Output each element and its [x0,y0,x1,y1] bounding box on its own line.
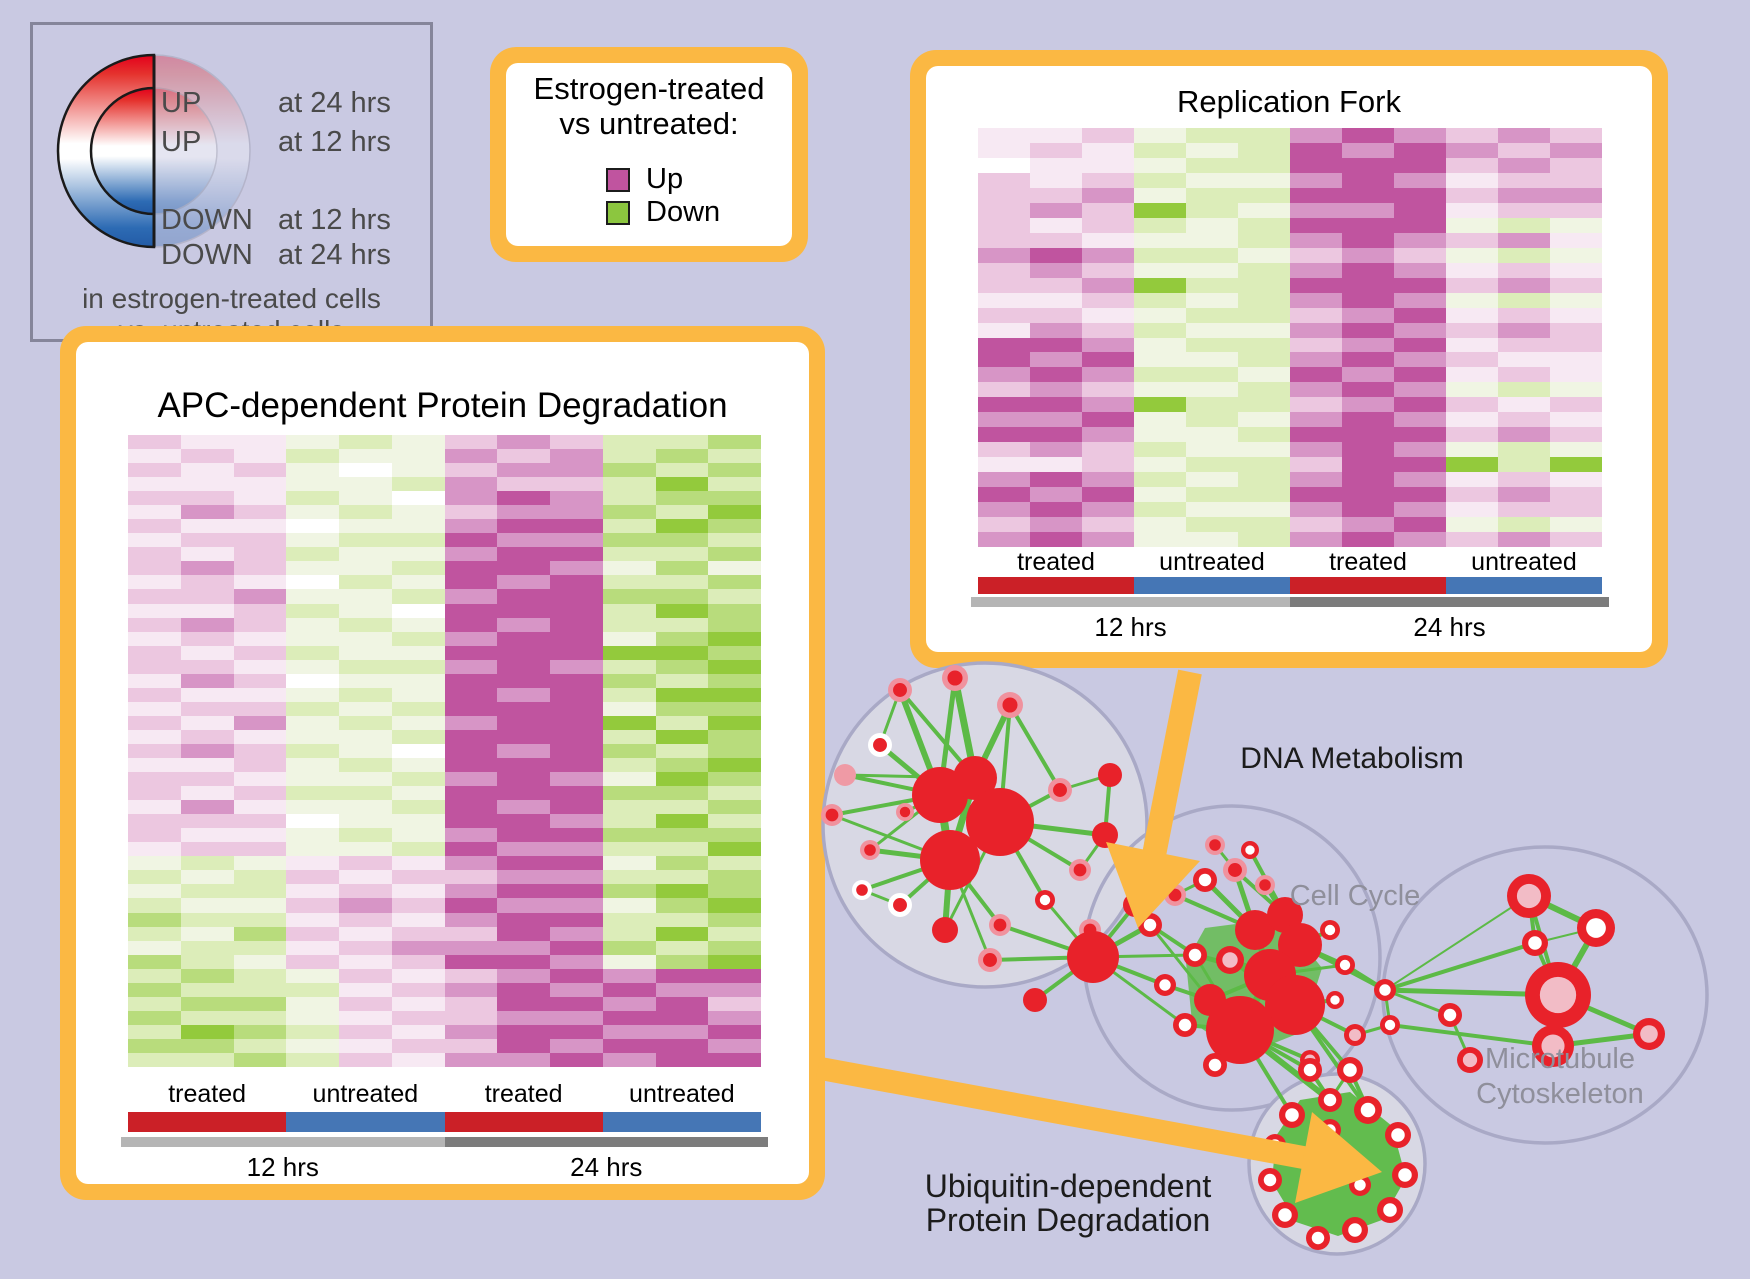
replication-fork-panel-body: Replication Fork treated untreated treat… [926,66,1652,652]
updown-circle-diagram [56,53,251,249]
down-color-swatch [606,200,630,225]
apc-time-labels: 12 hrs 24 hrs [121,1152,768,1183]
panel-arrow-apc [815,1056,1382,1203]
apc-condition-bar [128,1112,761,1132]
rf-group-label-1: treated [1017,548,1095,576]
hrs24-bar-segment [1290,597,1609,607]
rf-condition-labels: treated untreated treated untreated [978,548,1602,577]
legend-down-12: DOWN [161,204,253,236]
apc-condition-labels: treated untreated treated untreated [128,1080,761,1109]
legend-up-24: UP [161,87,202,119]
gene-node [1278,923,1322,967]
gene-node [966,788,1034,856]
cluster-label-ubiquitin-degradation: Protein Degradation [926,1202,1211,1238]
apc-24hrs-label: 24 hrs [570,1152,643,1182]
gene-node [953,756,997,800]
apc-degradation-panel: APC-dependent Protein Degradation treate… [60,326,825,1200]
cluster-label-dna-metabolism: DNA Metabolism [1240,742,1463,775]
rf-group-label-3: treated [1329,548,1407,576]
estrogen-legend-panel: Estrogen-treated vs untreated: Up Down [490,47,808,262]
cluster-label-ubiquitin-degradation: Ubiquitin-dependent [925,1168,1212,1204]
legend-up-12-time: at 12 hrs [278,126,391,158]
down-label: Down [646,196,721,228]
legend-item-down: Down [606,196,720,229]
up-color-swatch [606,167,630,192]
untreated-bar-segment [1134,577,1290,594]
treated-bar-segment [1290,577,1446,594]
apc-heatmap [128,435,761,1067]
apc-12hrs-label: 12 hrs [246,1152,319,1182]
network-nodes [821,665,1665,1250]
legend-down-12-time: at 12 hrs [278,204,391,236]
untreated-bar-segment [286,1112,445,1132]
legend-footer-line1: in estrogen-treated cells [82,283,381,314]
panel-arrow-replication_fork [1106,669,1202,928]
untreated-bar-segment [602,1112,761,1132]
apc-group-label-4: untreated [629,1080,735,1108]
gene-node [1265,975,1325,1035]
replication-fork-title: Replication Fork [1177,84,1401,119]
legend-up-12: UP [161,126,202,158]
gene-node [1092,822,1118,848]
untreated-bar-segment [1446,577,1602,594]
rf-12hrs-label: 12 hrs [1094,612,1167,642]
up-label: Up [646,163,684,195]
hrs24-bar-segment [444,1137,768,1147]
treated-bar-segment [978,577,1134,594]
rf-condition-bar [978,577,1602,594]
estrogen-legend-panel-body: Estrogen-treated vs untreated: Up Down [506,63,792,246]
estrogen-legend-title-line2: vs untreated: [559,106,739,141]
replication-fork-heatmap [978,128,1602,547]
gene-node [1194,984,1226,1016]
apc-group-label-3: treated [484,1080,563,1108]
gene-node [1235,910,1275,950]
legend-down-24: DOWN [161,239,253,271]
gene-node [932,917,958,943]
cluster-label-cell-cycle: Cell Cycle [1290,880,1421,912]
updown-circle-legend-box: UP at 24 hrs UP at 12 hrs DOWN at 12 hrs… [30,22,433,346]
treated-bar-segment [444,1112,603,1132]
gene-node [1023,988,1047,1012]
apc-time-bar [121,1137,768,1147]
apc-group-label-1: treated [168,1080,247,1108]
hrs12-bar-segment [971,597,1290,607]
hrs12-bar-segment [121,1137,445,1147]
rf-group-label-4: untreated [1471,548,1577,576]
legend-down-24-time: at 24 hrs [278,239,391,271]
treated-bar-segment [128,1112,287,1132]
legend-up-24-time: at 24 hrs [278,87,391,119]
legend-item-up: Up [606,163,683,196]
cluster-label-microtubule-cytoskeleton: Microtubule [1485,1043,1635,1075]
inner-circle-left [89,86,156,216]
gene-node [1098,763,1122,787]
apc-title: APC-dependent Protein Degradation [157,386,728,425]
estrogen-legend-title-line1: Estrogen-treated [533,71,765,106]
gene-node [1067,931,1119,983]
rf-group-label-2: untreated [1159,548,1265,576]
rf-time-bar [971,597,1609,607]
apc-degradation-panel-body: APC-dependent Protein Degradation treate… [76,342,809,1184]
rf-time-labels: 12 hrs 24 hrs [971,612,1609,643]
cluster-label-microtubule-cytoskeleton: Cytoskeleton [1476,1078,1644,1110]
replication-fork-panel: Replication Fork treated untreated treat… [910,50,1668,668]
gene-node [1206,996,1274,1064]
gene-node [834,764,856,786]
apc-group-label-2: untreated [312,1080,419,1108]
rf-24hrs-label: 24 hrs [1413,612,1486,642]
gene-node [920,830,980,890]
inner-circle-right-pale [153,87,218,215]
